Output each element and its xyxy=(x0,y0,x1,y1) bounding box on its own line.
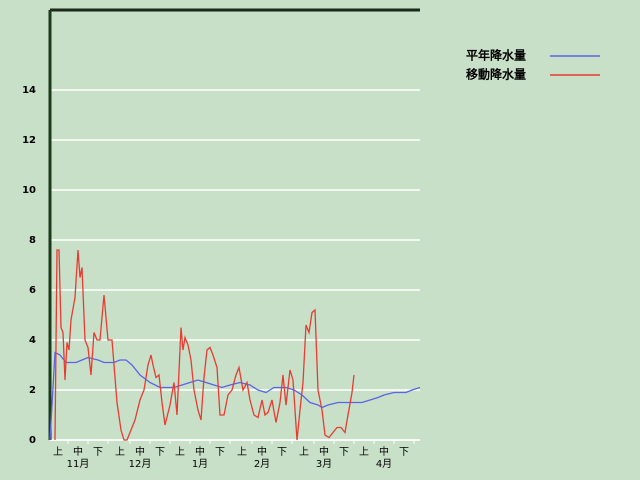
x-tick-label: 下 xyxy=(155,447,165,458)
y-tick-label: 12 xyxy=(22,135,36,146)
x-tick-label: 中 xyxy=(135,445,145,458)
x-tick-label: 上 xyxy=(115,446,125,458)
x-tick-label: 下 xyxy=(399,447,409,458)
x-tick-label: 上 xyxy=(299,446,309,458)
y-tick-label: 0 xyxy=(29,435,36,446)
x-tick-label: 上 xyxy=(237,446,247,458)
y-tick-label: 10 xyxy=(22,185,36,196)
y-tick-label: 6 xyxy=(29,285,36,296)
x-tick-label: 下 xyxy=(93,447,103,458)
y-tick-label: 14 xyxy=(22,85,36,96)
month-label: 12月 xyxy=(129,458,152,470)
month-label: 3月 xyxy=(316,458,332,470)
month-label: 2月 xyxy=(254,458,270,470)
series-line xyxy=(54,249,355,441)
x-tick-label: 中 xyxy=(257,445,267,458)
series-line xyxy=(49,351,421,441)
x-tick-label: 中 xyxy=(73,445,83,458)
month-label: 11月 xyxy=(67,458,90,470)
y-tick-label: 2 xyxy=(29,385,36,396)
x-tick-label: 上 xyxy=(53,446,63,458)
y-tick-label: 4 xyxy=(29,335,36,346)
x-tick-label: 上 xyxy=(175,446,185,458)
x-tick-label: 下 xyxy=(277,447,287,458)
x-tick-label: 下 xyxy=(215,447,225,458)
month-label: 1月 xyxy=(192,458,208,470)
y-tick-label: 8 xyxy=(29,235,36,246)
x-tick-label: 中 xyxy=(195,445,205,458)
legend-label: 移動降水量 xyxy=(466,67,526,82)
x-tick-label: 上 xyxy=(359,446,369,458)
month-label: 4月 xyxy=(376,458,392,470)
x-tick-label: 中 xyxy=(319,445,329,458)
legend-label: 平年降水量 xyxy=(466,48,526,63)
x-tick-label: 下 xyxy=(339,447,349,458)
x-tick-label: 中 xyxy=(379,445,389,458)
